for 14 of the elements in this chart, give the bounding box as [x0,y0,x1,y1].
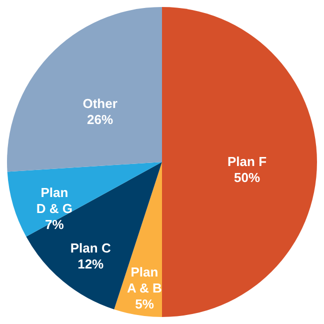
slice-label: Plan A & B [127,264,162,296]
pie-slice [7,7,162,172]
data-label: 7% [45,217,64,232]
pie-slice [7,162,162,237]
slice-label: Plan F [227,154,267,169]
slice-label: Plan C [70,240,112,256]
data-label: 12% [78,256,104,272]
slice-label: Other [82,96,118,111]
pie-slice [162,7,317,317]
data-label: 50% [234,170,260,185]
data-label: 26% [87,112,114,127]
slice-label: Plan D & G [36,185,73,216]
pie-slice [26,162,162,310]
data-label: 5% [135,296,154,312]
